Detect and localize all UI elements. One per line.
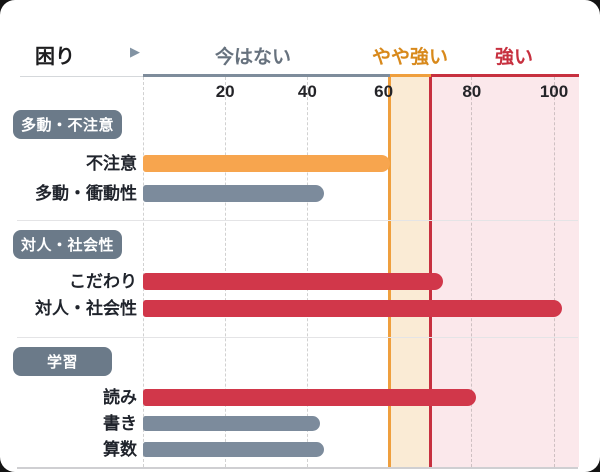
tick-label-100: 100 <box>539 82 569 101</box>
tick-label-20: 20 <box>215 82 235 101</box>
bar-label-0-1: 多動・衝動性 <box>35 183 137 203</box>
bar-1-1 <box>143 300 563 317</box>
section-divider-2 <box>17 337 578 338</box>
group-badge-0: 多動・不注意 <box>13 110 122 139</box>
legend-label-mild: やや強い <box>371 47 449 68</box>
axis-top-line-1 <box>389 74 431 77</box>
bar-label-2-2: 算数 <box>103 439 137 459</box>
zone-boundary-line-2 <box>429 74 433 467</box>
tick-label-40: 40 <box>297 82 317 101</box>
axis-bottom-line <box>17 467 578 469</box>
gridline-40 <box>306 77 308 467</box>
tick-label-80: 80 <box>462 82 482 101</box>
legend-label-none: 今はない <box>214 47 292 68</box>
bar-label-1-1: 対人・社会性 <box>35 298 137 318</box>
bar-1-0 <box>143 273 444 290</box>
axis-top-line-0 <box>143 74 390 77</box>
section-divider-1 <box>17 220 578 221</box>
zone-fill-2 <box>430 77 579 467</box>
gridline-0 <box>142 77 144 467</box>
bar-label-2-0: 読み <box>103 387 137 407</box>
bar-0-1 <box>143 185 324 202</box>
gridline-100 <box>553 77 555 467</box>
bar-0-0 <box>143 155 390 172</box>
bar-label-1-0: こだわり <box>69 271 137 291</box>
zone-fill-1 <box>389 77 431 467</box>
bar-2-0 <box>143 389 476 406</box>
group-badge-2: 学習 <box>13 347 112 376</box>
bar-2-1 <box>143 416 320 431</box>
tick-label-60: 60 <box>374 82 394 101</box>
gridline-80 <box>471 77 473 467</box>
axis-top-line-2 <box>430 74 579 77</box>
triangle-right-icon: ▶ <box>130 44 140 59</box>
bar-2-2 <box>143 442 324 457</box>
bar-label-2-1: 書き <box>103 413 137 433</box>
bar-label-0-0: 不注意 <box>86 153 137 173</box>
zone-boundary-line-1 <box>388 74 392 467</box>
page-title: 困り <box>35 46 75 68</box>
group-badge-1: 対人・社会性 <box>13 230 122 259</box>
legend-label-strong: 強い <box>494 47 534 68</box>
axis-top-line-lead <box>20 76 143 77</box>
gridline-20 <box>224 77 226 467</box>
